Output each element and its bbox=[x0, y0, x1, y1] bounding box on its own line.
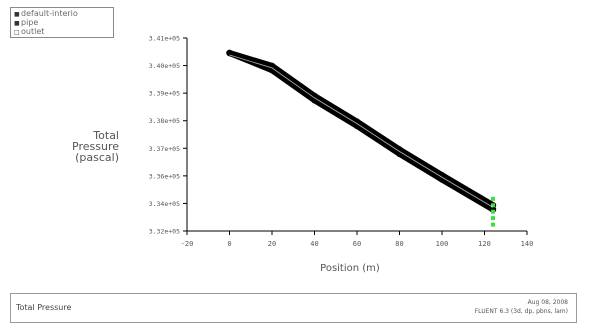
data-point-outlet bbox=[491, 222, 495, 227]
y-axis-label-line: Total bbox=[93, 129, 119, 142]
data-point-outlet bbox=[491, 209, 495, 214]
legend-item-pipe: ■pipe bbox=[14, 18, 113, 27]
legend-item-outlet: □outlet bbox=[14, 27, 113, 36]
x-tick-label: 80 bbox=[395, 240, 403, 248]
y-tick-label: 3.38e+05 bbox=[149, 117, 180, 125]
y-axis-label: Total Pressure (pascal) bbox=[49, 130, 119, 163]
legend-item-default-interio: ■default-interio bbox=[14, 9, 113, 18]
x-tick-label: 0 bbox=[227, 240, 231, 248]
series-line-default-interio bbox=[226, 50, 496, 209]
y-tick-label: 3.39e+05 bbox=[149, 90, 180, 98]
x-tick-label: 100 bbox=[436, 240, 449, 248]
y-tick-label: 3.32e+05 bbox=[149, 228, 180, 236]
y-tick-label: 3.34e+05 bbox=[149, 200, 180, 208]
x-tick-label: -20 bbox=[181, 240, 194, 248]
data-point-outlet bbox=[491, 216, 495, 221]
data-point-outlet bbox=[491, 203, 495, 208]
legend-marker: □ bbox=[14, 29, 20, 36]
x-tick-label: 120 bbox=[478, 240, 491, 248]
x-tick-label: 40 bbox=[310, 240, 318, 248]
footer-title: Total Pressure bbox=[16, 303, 72, 312]
legend-label: outlet bbox=[21, 27, 45, 36]
x-tick-label: 20 bbox=[268, 240, 276, 248]
y-axis-label-line: Pressure bbox=[72, 140, 119, 153]
legend: ■default-interio ■pipe □outlet bbox=[10, 7, 114, 38]
band-highlight bbox=[229, 54, 494, 208]
axes: -20 0 20 40 60 80 100 120 140 3.32e+05 3.34e+05 3.3… bbox=[149, 35, 534, 249]
footer-version: FLUENT 6.3 (3d, dp, pbns, lam) bbox=[474, 308, 568, 315]
y-tick-label: 3.37e+05 bbox=[149, 145, 180, 153]
legend-marker: ■ bbox=[14, 11, 20, 18]
plot-marks bbox=[226, 49, 497, 227]
footer-panel: Total Pressure Aug 08, 2008 FLUENT 6.3 (… bbox=[10, 293, 577, 323]
x-tick-label: 60 bbox=[353, 240, 361, 248]
y-tick-label: 3.36e+05 bbox=[149, 172, 180, 180]
legend-label: pipe bbox=[21, 18, 39, 27]
legend-marker: ■ bbox=[14, 20, 20, 27]
legend-label: default-interio bbox=[21, 9, 78, 18]
footer-date: Aug 08, 2008 bbox=[527, 299, 568, 306]
series-line-pipe bbox=[226, 50, 496, 213]
x-axis-label: Position (m) bbox=[320, 263, 380, 274]
data-point-outlet bbox=[491, 196, 495, 201]
x-tick-label: 140 bbox=[521, 240, 534, 248]
y-tick-label: 3.41e+05 bbox=[149, 35, 180, 43]
y-axis-label-line: (pascal) bbox=[75, 151, 119, 164]
y-tick-label: 3.40e+05 bbox=[149, 62, 180, 70]
